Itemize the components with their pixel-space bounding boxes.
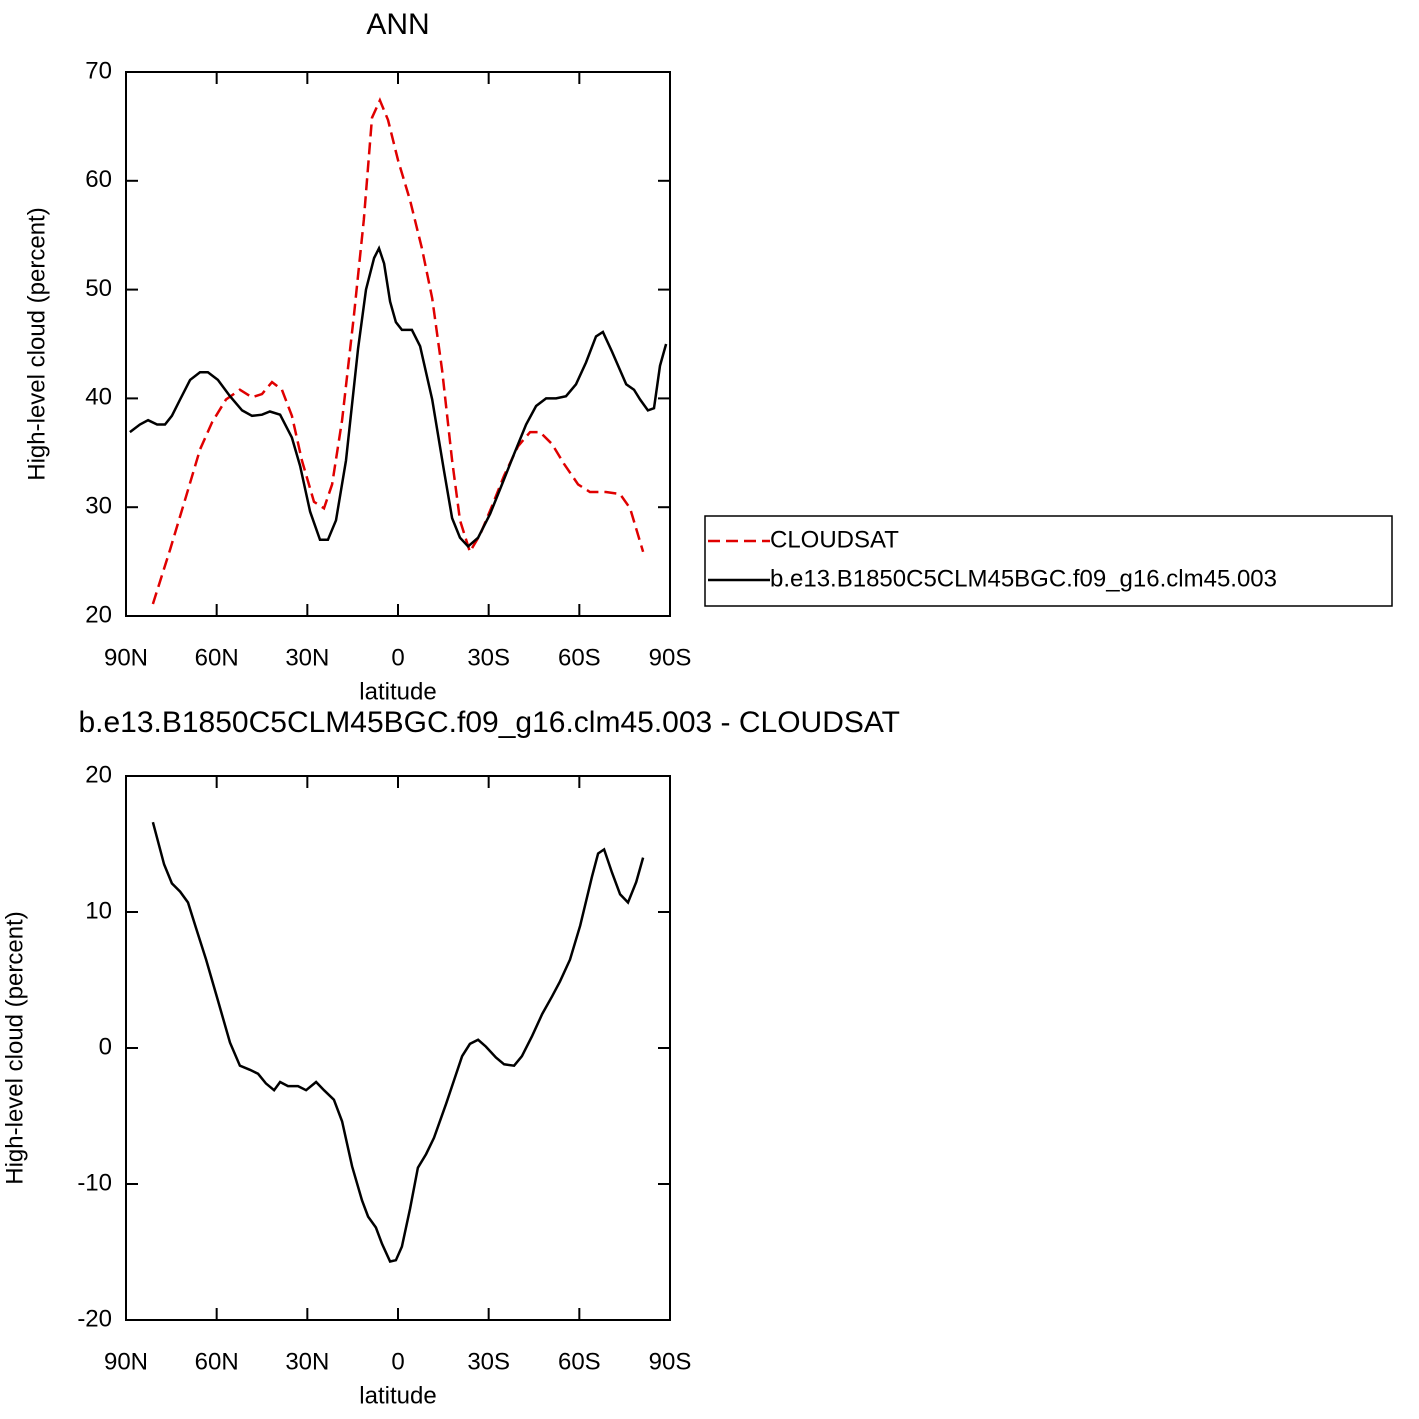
y-tick-label: 20 xyxy=(85,761,112,788)
y-tick-label: 20 xyxy=(85,601,112,628)
y-tick-label: 50 xyxy=(85,275,112,302)
legend-box xyxy=(704,515,1393,607)
x-tick-label: 60S xyxy=(558,644,601,671)
data-line xyxy=(151,821,645,1263)
x-axis-label: latitude xyxy=(359,678,436,705)
x-tick-label: 90S xyxy=(649,1348,692,1375)
legend-label: CLOUDSAT xyxy=(770,526,899,553)
x-tick-label: 90N xyxy=(104,1348,148,1375)
data-line xyxy=(151,97,645,605)
x-tick-label: 30S xyxy=(467,1348,510,1375)
x-tick-label: 30N xyxy=(285,644,329,671)
x-tick-label: 90N xyxy=(104,644,148,671)
x-tick-label: 60N xyxy=(195,644,239,671)
y-tick-label: 60 xyxy=(85,166,112,193)
chart-title: ANN xyxy=(366,8,429,41)
data-line xyxy=(129,245,668,549)
x-tick-label: 60S xyxy=(558,1348,601,1375)
x-axis-label: latitude xyxy=(359,1382,436,1409)
y-axis-label: High-level cloud (percent) xyxy=(23,207,50,480)
chart-title: b.e13.B1850C5CLM45BGC.f09_g16.clm45.003 … xyxy=(78,706,900,739)
x-tick-label: 30S xyxy=(467,644,510,671)
plot-frame xyxy=(125,775,671,1321)
y-tick-label: 0 xyxy=(99,1033,112,1060)
y-tick-label: -10 xyxy=(77,1169,112,1196)
x-tick-label: 30N xyxy=(285,1348,329,1375)
y-tick-label: 30 xyxy=(85,493,112,520)
x-tick-label: 0 xyxy=(391,644,404,671)
legend-label: b.e13.B1850C5CLM45BGC.f09_g16.clm45.003 xyxy=(770,565,1277,592)
y-tick-label: 70 xyxy=(85,57,112,84)
x-tick-label: 90S xyxy=(649,644,692,671)
y-axis-label: High-level cloud (percent) xyxy=(1,911,28,1184)
plot-frame xyxy=(125,71,671,617)
y-tick-label: -20 xyxy=(77,1305,112,1332)
x-tick-label: 0 xyxy=(391,1348,404,1375)
y-tick-label: 10 xyxy=(85,897,112,924)
x-tick-label: 60N xyxy=(195,1348,239,1375)
y-tick-label: 40 xyxy=(85,384,112,411)
